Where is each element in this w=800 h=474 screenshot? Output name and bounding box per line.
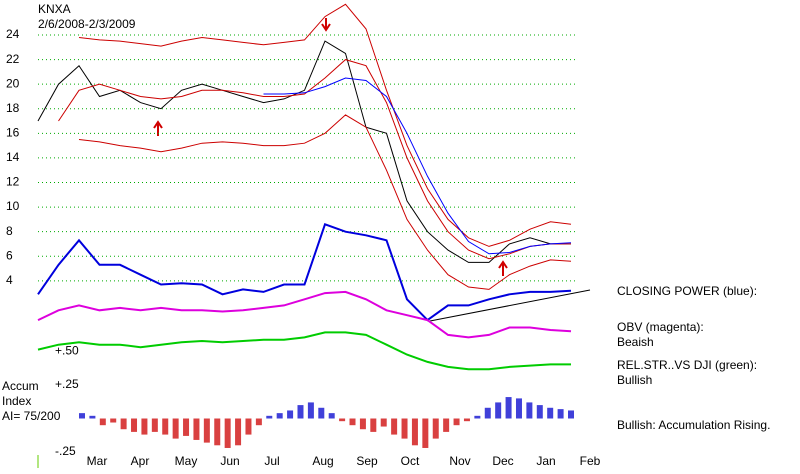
x-tick-label: Nov: [449, 454, 470, 468]
y-tick-label: +.25: [55, 377, 79, 391]
series-line: [37, 331, 571, 371]
indicator-note: Beaish: [617, 335, 654, 349]
x-tick-label: Jan: [536, 454, 555, 468]
accum-bar: [557, 409, 564, 419]
accum-bar: [120, 418, 127, 430]
accum-bar: [463, 418, 470, 422]
accum-bar: [224, 418, 231, 448]
y-tick-label: 22: [6, 52, 20, 66]
x-tick-label: Dec: [492, 454, 513, 468]
accum-bar: [172, 418, 179, 439]
accum-bar: [359, 418, 366, 430]
accum-bar: [245, 418, 252, 435]
y-tick-label: 20: [6, 76, 20, 90]
x-tick-label: Oct: [401, 454, 420, 468]
signal-arrows: [153, 18, 508, 276]
x-tick-label: Jul: [264, 454, 279, 468]
x-tick-label: May: [175, 454, 198, 468]
accum-bar: [110, 418, 117, 423]
accum-bar: [474, 415, 481, 419]
series-line: [58, 59, 571, 260]
accum-bar: [318, 407, 325, 419]
y-tick-label: 16: [6, 125, 20, 139]
accum-bar: [193, 418, 200, 440]
accum-bar: [276, 413, 283, 419]
accum-bar: [380, 418, 387, 427]
accum-bar: [391, 418, 398, 435]
y-tick-label: 14: [6, 150, 20, 164]
accum-bar: [432, 418, 439, 439]
y-tick-label: 4: [6, 273, 13, 287]
y-tick-label: 10: [6, 199, 20, 213]
accum-bar: [79, 413, 85, 419]
y-tick-label: 12: [6, 175, 20, 189]
accum-bar: [422, 418, 429, 448]
accum-label: Index: [2, 394, 31, 408]
y-tick-label: 6: [6, 248, 13, 262]
series-line: [37, 40, 571, 263]
x-tick-label: Mar: [87, 454, 108, 468]
accum-note: Bullish: Accumulation Rising.: [617, 418, 770, 432]
x-tick-label: Sep: [356, 454, 378, 468]
accum-bar: [349, 418, 356, 426]
accum-bar: [453, 418, 460, 426]
accum-bar: [151, 418, 158, 432]
x-tick-label: Feb: [580, 454, 601, 468]
accum-bar: [547, 407, 554, 419]
series-line: [78, 3, 572, 247]
x-tick-label: Jun: [220, 454, 239, 468]
accum-label: Accum: [2, 379, 39, 393]
accum-bar: [328, 413, 335, 419]
accum-bar: [141, 418, 148, 435]
accum-bar: [526, 402, 533, 419]
y-tick-label: +.50: [55, 344, 79, 358]
accum-bar: [411, 418, 418, 446]
accum-bar: [183, 418, 190, 436]
accum-bar: [297, 405, 304, 419]
accum-bar: [266, 415, 273, 419]
y-tick-label: -.25: [55, 444, 76, 458]
accum-bar: [203, 418, 210, 443]
trend-line: [429, 289, 591, 322]
indicator-note: Bullish: [617, 373, 652, 387]
accum-bar: [214, 418, 221, 446]
accum-bar: [89, 415, 96, 419]
series-line: [263, 77, 572, 255]
x-tick-label: Apr: [131, 454, 150, 468]
accum-bar: [235, 418, 242, 446]
accum-label: AI= 75/200: [2, 409, 61, 423]
indicator-label: REL.STR..VS DJI (green):: [617, 358, 757, 372]
accum-bar: [505, 397, 512, 419]
indicator-label: CLOSING POWER (blue):: [617, 284, 757, 298]
accum-bar: [162, 418, 169, 435]
symbol: KNXA: [38, 2, 71, 16]
x-tick-label: Aug: [312, 454, 333, 468]
accum-bar: [484, 407, 491, 419]
date-range: 2/6/2008-2/3/2009: [38, 17, 136, 31]
accum-bar: [495, 402, 502, 419]
y-tick-label: 8: [6, 224, 13, 238]
accum-bar: [401, 418, 408, 439]
accum-bar: [370, 418, 377, 432]
accum-bar: [287, 410, 294, 419]
accum-bar: [339, 418, 346, 422]
accum-bar: [131, 418, 138, 432]
accum-bar: [443, 418, 450, 432]
series-line: [37, 223, 572, 322]
accum-bar: [568, 410, 574, 419]
accum-bar: [515, 398, 522, 419]
accum-bar: [99, 418, 106, 426]
accum-bar: [255, 418, 262, 426]
y-tick-label: 18: [6, 101, 20, 115]
accum-bar: [307, 402, 314, 419]
series-line: [37, 290, 572, 339]
series-line: [78, 114, 572, 290]
indicator-label: OBV (magenta):: [617, 320, 704, 334]
accum-bar: [536, 405, 543, 419]
y-tick-label: 24: [6, 27, 20, 41]
